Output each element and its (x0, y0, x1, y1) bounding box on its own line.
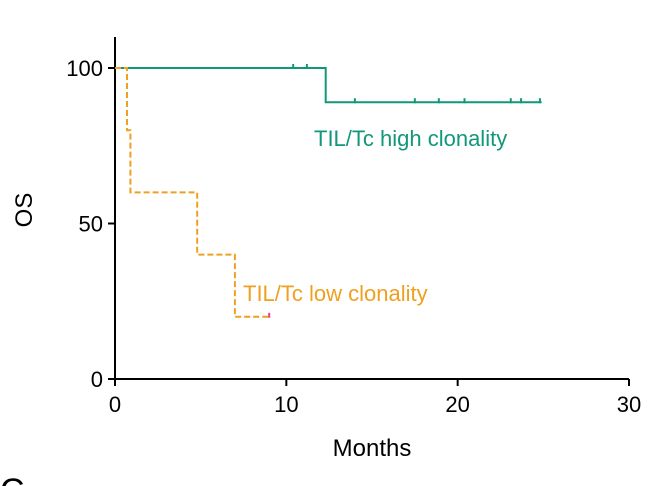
y-tick-label: 50 (79, 212, 103, 237)
y-tick-label: 0 (91, 367, 103, 392)
series-label-low: TIL/Tc low clonality (243, 281, 428, 306)
x-axis-title: Months (333, 435, 412, 462)
y-axis-title: OS (11, 193, 38, 228)
series-label-high: TIL/Tc high clonality (314, 126, 507, 151)
series-group-0 (115, 64, 542, 104)
labels: Months OS TIL/Tc high clonality TIL/Tc l… (0, 126, 507, 486)
series-layer (115, 64, 542, 318)
y-tick-label: 100 (66, 56, 103, 81)
panel-label: C (0, 472, 25, 486)
x-tick-label: 20 (445, 392, 469, 417)
series-line-0 (115, 67, 542, 104)
axes: 0 10 20 30 0 50 100 (66, 37, 641, 417)
x-tick-label: 30 (617, 392, 641, 417)
x-tick-label: 0 (109, 392, 121, 417)
series-group-1 (115, 67, 271, 318)
x-tick-label: 10 (274, 392, 298, 417)
series-line-1 (115, 67, 270, 318)
